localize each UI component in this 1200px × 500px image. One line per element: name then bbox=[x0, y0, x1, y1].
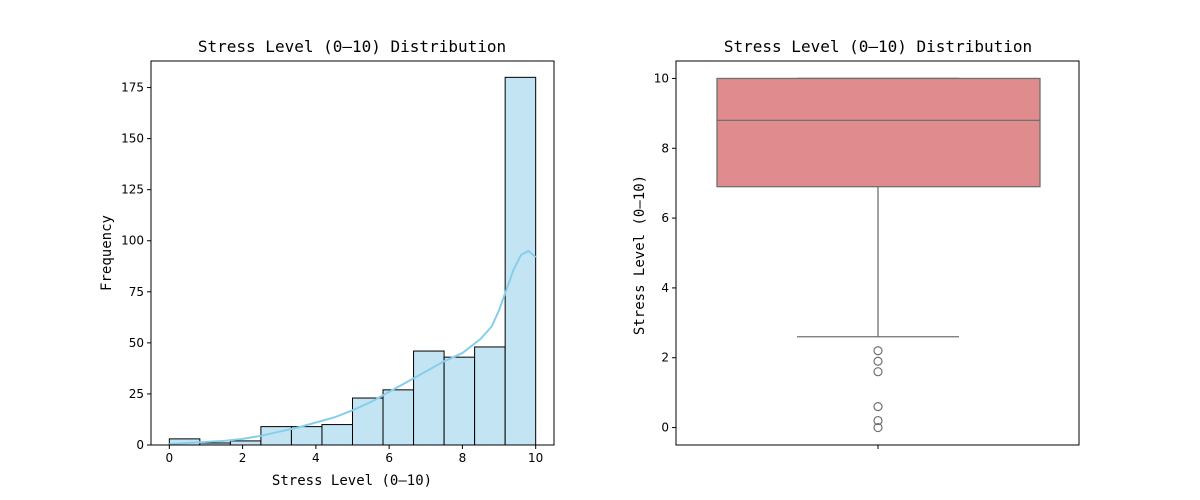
boxplot-y-tick-label: 4 bbox=[661, 281, 669, 295]
boxplot-title: Stress Level (0–10) Distribution bbox=[724, 37, 1032, 56]
histogram-title: Stress Level (0–10) Distribution bbox=[198, 37, 506, 56]
histogram-bar bbox=[290, 426, 323, 446]
boxplot-outlier bbox=[873, 356, 883, 366]
histogram-bar bbox=[474, 346, 506, 446]
boxplot-plot-area: 0 2 4 6 8 10 bbox=[654, 71, 1041, 449]
histogram-y-tick-label: 75 bbox=[129, 285, 144, 299]
boxplot-outlier bbox=[873, 422, 883, 433]
boxplot-y-tick-label: 6 bbox=[661, 211, 669, 225]
boxplot-box bbox=[716, 77, 1041, 188]
boxplot-outlier bbox=[873, 415, 883, 426]
histogram-y-tick-label: 50 bbox=[129, 336, 144, 350]
histogram-bar bbox=[443, 356, 476, 446]
histogram-x-tick-label: 4 bbox=[312, 451, 320, 465]
boxplot-y-tick-label: 2 bbox=[661, 351, 669, 365]
boxplot-outlier bbox=[873, 346, 883, 356]
histogram-y-tick-label: 25 bbox=[129, 387, 144, 401]
histogram-y-tick-label: 0 bbox=[136, 438, 144, 452]
boxplot-outlier bbox=[873, 367, 883, 377]
histogram-y-tick-label: 175 bbox=[121, 81, 144, 95]
boxplot-axes-frame bbox=[675, 60, 1080, 446]
histogram-bar bbox=[229, 440, 262, 446]
boxplot-y-tick-label: 10 bbox=[654, 71, 669, 85]
histogram-chart: Stress Level (0–10) Distribution 0 2 4 6 8 10… bbox=[99, 37, 555, 489]
histogram-bar bbox=[321, 424, 353, 446]
histogram-bar bbox=[382, 389, 415, 446]
histogram-y-axis-label: Frequency bbox=[99, 215, 115, 291]
histogram-y-tick-label: 125 bbox=[121, 183, 144, 197]
histogram-x-tick-label: 10 bbox=[528, 451, 543, 465]
histogram-axes-frame bbox=[150, 60, 555, 446]
histogram-bar bbox=[413, 350, 445, 446]
boxplot-y-tick-label: 8 bbox=[661, 141, 669, 155]
histogram-x-tick-label: 8 bbox=[459, 451, 467, 465]
histogram-y-tick-label: 150 bbox=[121, 132, 144, 146]
histogram-bar bbox=[352, 397, 384, 446]
histogram-bar bbox=[504, 76, 537, 446]
boxplot-chart: Stress Level (0–10) Distribution 0 2 4 6 8 10… bbox=[632, 37, 1080, 449]
boxplot-y-tick-label: 0 bbox=[661, 421, 669, 435]
histogram-x-tick-label: 0 bbox=[165, 451, 173, 465]
kde-line bbox=[169, 249, 537, 445]
histogram-x-axis-label: Stress Level (0–10) bbox=[272, 473, 432, 489]
boxplot-outlier bbox=[873, 402, 883, 412]
boxplot-y-axis-label: Stress Level (0–10) bbox=[632, 175, 648, 335]
histogram-x-tick-label: 6 bbox=[385, 451, 393, 465]
histogram-x-tick-label: 2 bbox=[239, 451, 247, 465]
histogram-y-tick-label: 100 bbox=[121, 234, 144, 248]
